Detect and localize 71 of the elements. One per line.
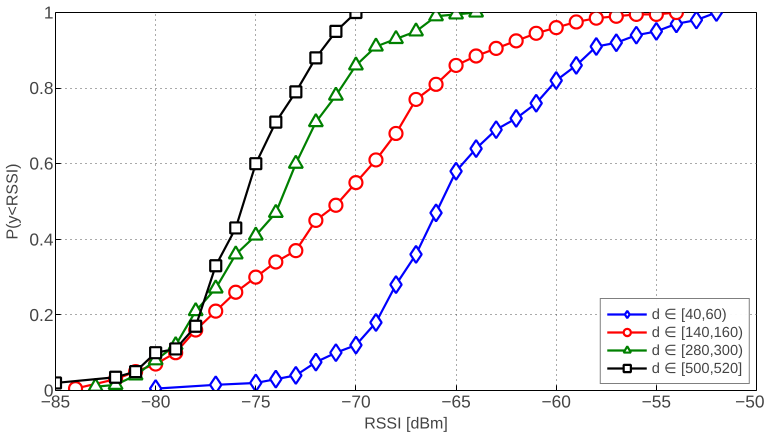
y-tick-label: 0.4: [29, 229, 54, 250]
x-tick-label: −50: [735, 392, 764, 412]
point: [548, 20, 564, 36]
point: [269, 370, 283, 389]
point: [349, 336, 363, 355]
point: [369, 312, 383, 332]
point: [288, 243, 304, 258]
point: [650, 22, 664, 41]
point: [169, 342, 182, 356]
point: [468, 48, 484, 64]
point: [209, 259, 222, 272]
y-axis-title: P(y<RSSI): [4, 163, 22, 240]
point: [549, 70, 563, 90]
point: [429, 203, 443, 222]
point: [329, 343, 343, 362]
point: [269, 116, 282, 129]
point: [449, 162, 463, 181]
point: [149, 346, 162, 360]
x-tick-label: −55: [642, 392, 672, 412]
x-tick-label: −80: [140, 392, 170, 412]
point: [309, 352, 323, 372]
point: [508, 33, 524, 48]
x-tick-label: −75: [241, 392, 270, 412]
point: [568, 14, 584, 30]
point: [448, 58, 464, 74]
point: [308, 212, 324, 228]
point: [268, 254, 284, 270]
legend-label: d ∈ [140,160): [652, 324, 743, 341]
point: [248, 270, 264, 285]
point: [588, 12, 604, 26]
point: [409, 244, 423, 264]
point: [509, 108, 523, 128]
y-tick-label: 0.6: [29, 154, 54, 174]
point: [469, 138, 483, 158]
point: [228, 284, 244, 300]
point: [408, 92, 424, 108]
point: [348, 175, 364, 190]
y-tick-label: 0.2: [29, 304, 54, 325]
point: [329, 24, 342, 38]
point: [389, 275, 403, 294]
legend-label: d ∈ [40,60): [652, 306, 727, 323]
y-tick-label: 0.8: [29, 78, 54, 98]
point: [368, 152, 384, 168]
point: [489, 120, 503, 140]
point: [590, 36, 604, 56]
y-tick-label: 1: [44, 2, 54, 22]
point: [488, 40, 504, 56]
point: [610, 33, 624, 52]
x-tick-label: −60: [542, 392, 571, 412]
point: [428, 76, 444, 92]
x-tick-label: −65: [441, 392, 471, 412]
point: [289, 85, 302, 98]
legend-label: d ∈ [500,520]: [652, 360, 742, 377]
point: [630, 26, 644, 45]
point: [569, 56, 584, 76]
point: [328, 198, 344, 213]
point: [249, 157, 262, 170]
legend-label: d ∈ [280,300): [652, 342, 743, 359]
point: [289, 366, 303, 385]
point: [108, 370, 122, 384]
point: [529, 94, 543, 113]
x-tick-label: −70: [341, 392, 371, 412]
point: [229, 221, 242, 235]
point: [388, 126, 404, 142]
point: [249, 373, 263, 390]
point: [528, 26, 544, 41]
point: [189, 320, 202, 333]
point: [208, 304, 224, 319]
point: [309, 51, 322, 64]
point: [690, 12, 704, 30]
x-axis-title: RSSI [dBm]: [364, 416, 448, 432]
